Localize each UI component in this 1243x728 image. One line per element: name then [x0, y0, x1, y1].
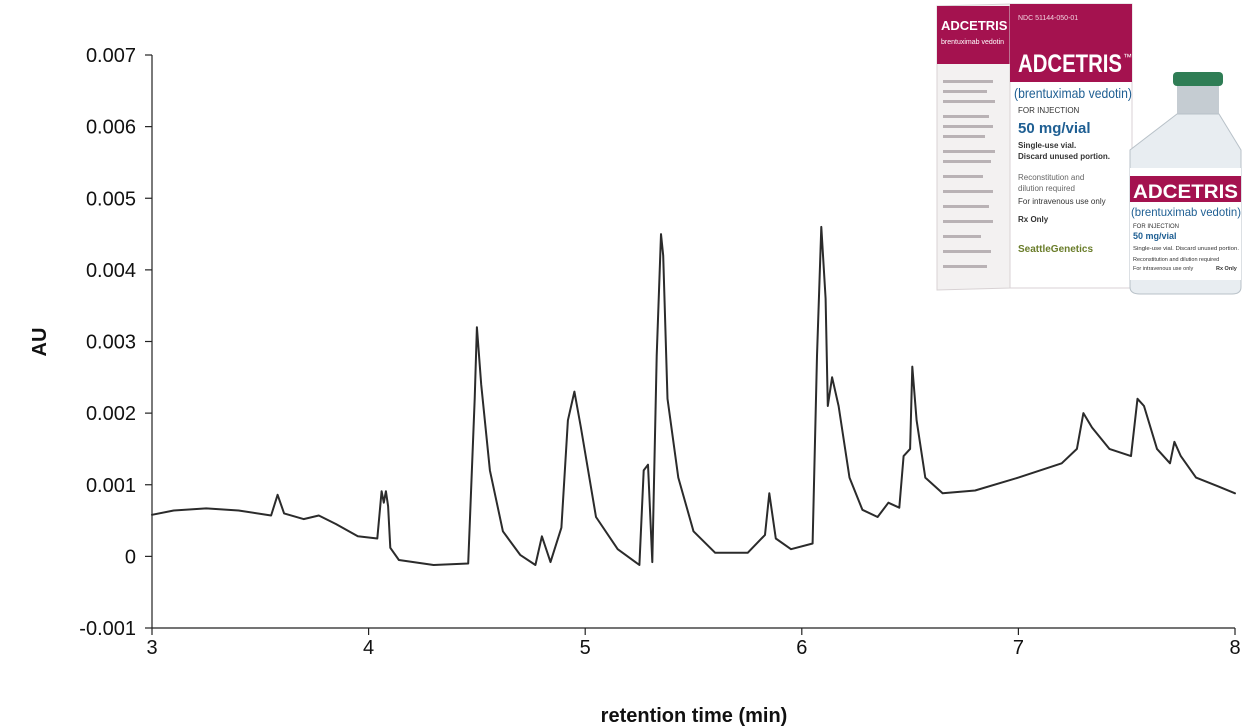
y-axis-ticks: -0.001 0 0.001 0.002 0.003 0.004 0.005 0.006 0.0… [79, 45, 152, 640]
box-route: FOR INJECTION [1018, 106, 1080, 115]
y-tick-label: 0.006 [86, 117, 136, 139]
x-tick-label: 7 [1013, 637, 1024, 659]
box-brand: ADCETRIS [1018, 50, 1122, 78]
y-tick-label: 0.002 [86, 403, 136, 425]
x-tick-label: 5 [580, 637, 591, 659]
x-tick-label: 6 [796, 637, 807, 659]
x-tick-label: 8 [1229, 637, 1240, 659]
vial-neck [1177, 86, 1219, 114]
box-trademark: ™ [1123, 52, 1132, 62]
box-side-fineprint [943, 80, 995, 268]
vial-cap [1173, 72, 1223, 86]
y-tick-label: 0 [125, 546, 136, 568]
y-axis-title: AU [29, 328, 51, 357]
chromatogram-line-0 [151, 225, 1236, 566]
y-tick-label: 0.001 [86, 475, 136, 497]
y-tick-label: 0.004 [86, 260, 136, 282]
x-tick-label: 3 [146, 637, 157, 659]
y-tick-label: -0.001 [79, 618, 136, 640]
series-group [151, 225, 1236, 566]
box-rx: Rx Only [1018, 215, 1049, 224]
box-line1: Single-use vial. [1018, 141, 1076, 150]
box-front-brand-band [1010, 4, 1132, 82]
box-side-generic: brentuximab vedotin [941, 39, 1004, 46]
box-line2: Discard unused portion. [1018, 152, 1110, 161]
x-axis-title: retention time (min) [601, 705, 788, 727]
x-axis-ticks: 3 4 5 6 7 8 [146, 628, 1241, 659]
vial-line2: Reconstitution and dilution required [1133, 257, 1219, 263]
box-generic: (brentuximab vedotin) [1014, 85, 1132, 101]
vial-rx: Rx Only [1216, 266, 1238, 272]
y-tick-label: 0.005 [86, 188, 136, 210]
product-photo: ADCETRIS brentuximab vedotin NDC 51144-0… [936, 3, 1242, 295]
x-tick-label: 4 [363, 637, 374, 659]
y-tick-label: 0.003 [86, 332, 136, 354]
vial-line3: For intravenous use only [1133, 266, 1193, 272]
box-ndc: NDC 51144-050-01 [1018, 15, 1078, 22]
vial-generic: (brentuximab vedotin) [1131, 205, 1241, 219]
y-tick-label: 0.007 [86, 45, 136, 67]
box-side-brand-band [937, 6, 1010, 64]
vial-brand-band [1130, 176, 1241, 202]
box-line3: Reconstitution and [1018, 173, 1084, 182]
box-side-brand: ADCETRIS [941, 18, 1008, 33]
vial-line1: Single-use vial. Discard unused portion. [1133, 246, 1240, 252]
vial-route: FOR INJECTION [1133, 224, 1179, 230]
box-strength: 50 mg/vial [1018, 120, 1091, 137]
vial-brand: ADCETRIS [1133, 182, 1238, 203]
box-company: SeattleGenetics [1018, 244, 1093, 255]
box-line4: dilution required [1018, 184, 1075, 193]
box-line5: For intravenous use only [1018, 197, 1106, 206]
vial-strength: 50 mg/vial [1133, 231, 1177, 241]
